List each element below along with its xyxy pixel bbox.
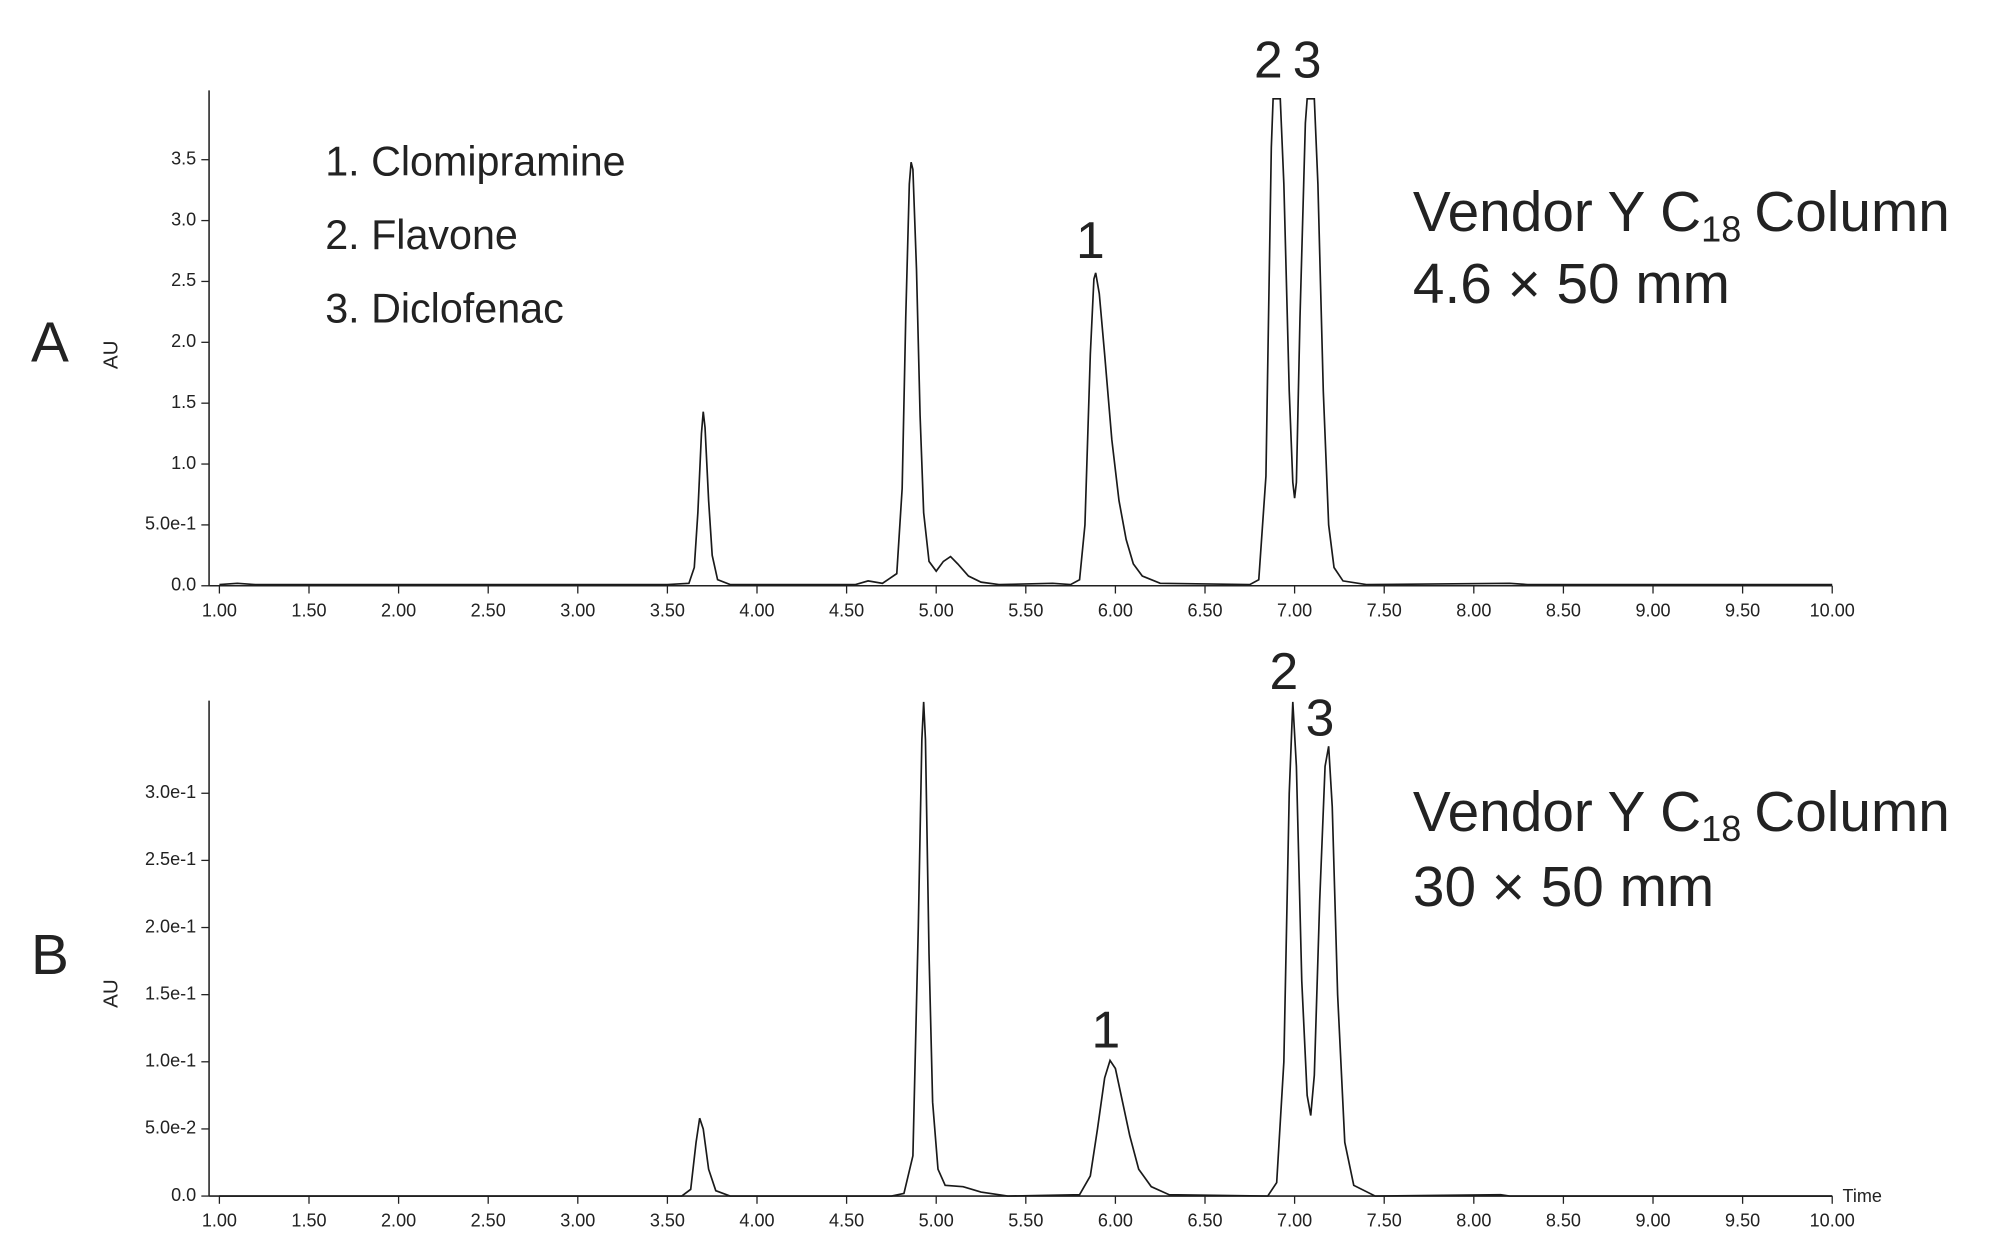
y-tick-label: 5.0e-1 [145, 514, 196, 534]
x-tick-label: 9.00 [1635, 600, 1670, 620]
x-tick-label: 4.00 [739, 1211, 774, 1231]
column-name: Vendor Y C [1413, 181, 1701, 244]
compound-label: 2. Flavone [325, 212, 518, 258]
x-tick-label: 3.50 [650, 600, 685, 620]
peak-label: 1 [1076, 211, 1105, 269]
x-tick-label: 7.00 [1277, 600, 1312, 620]
y-axis-label: AU [99, 340, 122, 369]
peak-label: 3 [1306, 688, 1335, 746]
y-tick-label: 3.5 [171, 148, 196, 168]
peak-label: 3 [1293, 30, 1322, 88]
x-tick-label: 5.00 [919, 600, 954, 620]
x-tick-label: 9.50 [1725, 600, 1760, 620]
y-tick-label: 3.0 [171, 209, 196, 229]
x-tick-label: 2.00 [381, 600, 416, 620]
compound-label: 3. Diclofenac [325, 286, 564, 332]
x-tick-label: 2.50 [471, 1211, 506, 1231]
y-tick-label: 2.5e-1 [145, 849, 196, 869]
x-tick-label: 5.50 [1008, 1211, 1043, 1231]
x-tick-label: 1.00 [202, 1211, 237, 1231]
x-tick-label: 9.00 [1635, 1211, 1670, 1231]
panel-label: A [31, 311, 69, 374]
column-subscript: 18 [1701, 808, 1741, 849]
x-tick-label: 2.50 [471, 600, 506, 620]
x-tick-label: 6.00 [1098, 600, 1133, 620]
x-tick-label: 7.00 [1277, 1211, 1312, 1231]
x-tick-label: 3.00 [560, 1211, 595, 1231]
x-tick-label: 3.50 [650, 1211, 685, 1231]
column-subscript: 18 [1701, 208, 1741, 249]
x-tick-label: 1.50 [291, 1211, 326, 1231]
y-tick-label: 0.0 [171, 575, 196, 595]
y-tick-label: 0.0 [171, 1185, 196, 1205]
y-tick-label: 1.5e-1 [145, 983, 196, 1003]
x-tick-label: 1.50 [291, 600, 326, 620]
x-tick-label: 5.00 [919, 1211, 954, 1231]
x-tick-label: 3.00 [560, 600, 595, 620]
chromatogram-line [219, 701, 1833, 1197]
x-tick-label: 1.00 [202, 600, 237, 620]
column-suffix: Column [1754, 181, 1950, 244]
x-tick-label: 2.00 [381, 1211, 416, 1231]
column-name: Vendor Y C [1413, 781, 1701, 844]
x-tick-label: 7.50 [1367, 1211, 1402, 1231]
column-label: Vendor Y C18 Column [1413, 181, 1950, 249]
panel-label: B [31, 924, 69, 987]
compound-label: 1. Clomipramine [325, 138, 625, 184]
y-tick-label: 2.5 [171, 270, 196, 290]
x-axis-label: Time [1843, 1186, 1882, 1206]
column-suffix: Column [1754, 781, 1950, 844]
y-tick-label: 1.0 [171, 453, 196, 473]
y-tick-label: 2.0 [171, 331, 196, 351]
x-tick-label: 8.50 [1546, 600, 1581, 620]
x-tick-label: 7.50 [1367, 600, 1402, 620]
x-tick-label: 4.00 [739, 600, 774, 620]
x-tick-label: 5.50 [1008, 600, 1043, 620]
column-size: 4.6 × 50 mm [1413, 253, 1730, 316]
y-tick-label: 1.5 [171, 392, 196, 412]
x-tick-label: 9.50 [1725, 1211, 1760, 1231]
column-label: Vendor Y C18 Column [1413, 781, 1950, 849]
x-tick-label: 6.00 [1098, 1211, 1133, 1231]
x-tick-label: 4.50 [829, 600, 864, 620]
chromatogram-line [219, 97, 1833, 586]
peak-label: 2 [1270, 642, 1299, 700]
peak-label: 2 [1254, 30, 1283, 88]
x-tick-label: 4.50 [829, 1211, 864, 1231]
x-tick-label: 8.00 [1456, 600, 1491, 620]
peak-label: 1 [1091, 1001, 1120, 1059]
column-size: 30 × 50 mm [1413, 856, 1714, 919]
y-tick-label: 5.0e-2 [145, 1118, 196, 1138]
x-tick-label: 10.00 [1810, 1211, 1855, 1231]
x-tick-label: 10.00 [1810, 600, 1855, 620]
x-tick-label: 6.50 [1187, 600, 1222, 620]
y-tick-label: 1.0e-1 [145, 1051, 196, 1071]
y-tick-label: 3.0e-1 [145, 782, 196, 802]
x-tick-label: 8.50 [1546, 1211, 1581, 1231]
x-tick-label: 8.00 [1456, 1211, 1491, 1231]
y-axis-label: AU [99, 979, 122, 1008]
x-tick-label: 6.50 [1187, 1211, 1222, 1231]
y-tick-label: 2.0e-1 [145, 916, 196, 936]
